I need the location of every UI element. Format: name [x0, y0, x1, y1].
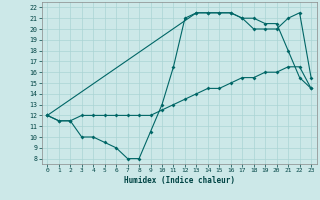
X-axis label: Humidex (Indice chaleur): Humidex (Indice chaleur) [124, 176, 235, 185]
